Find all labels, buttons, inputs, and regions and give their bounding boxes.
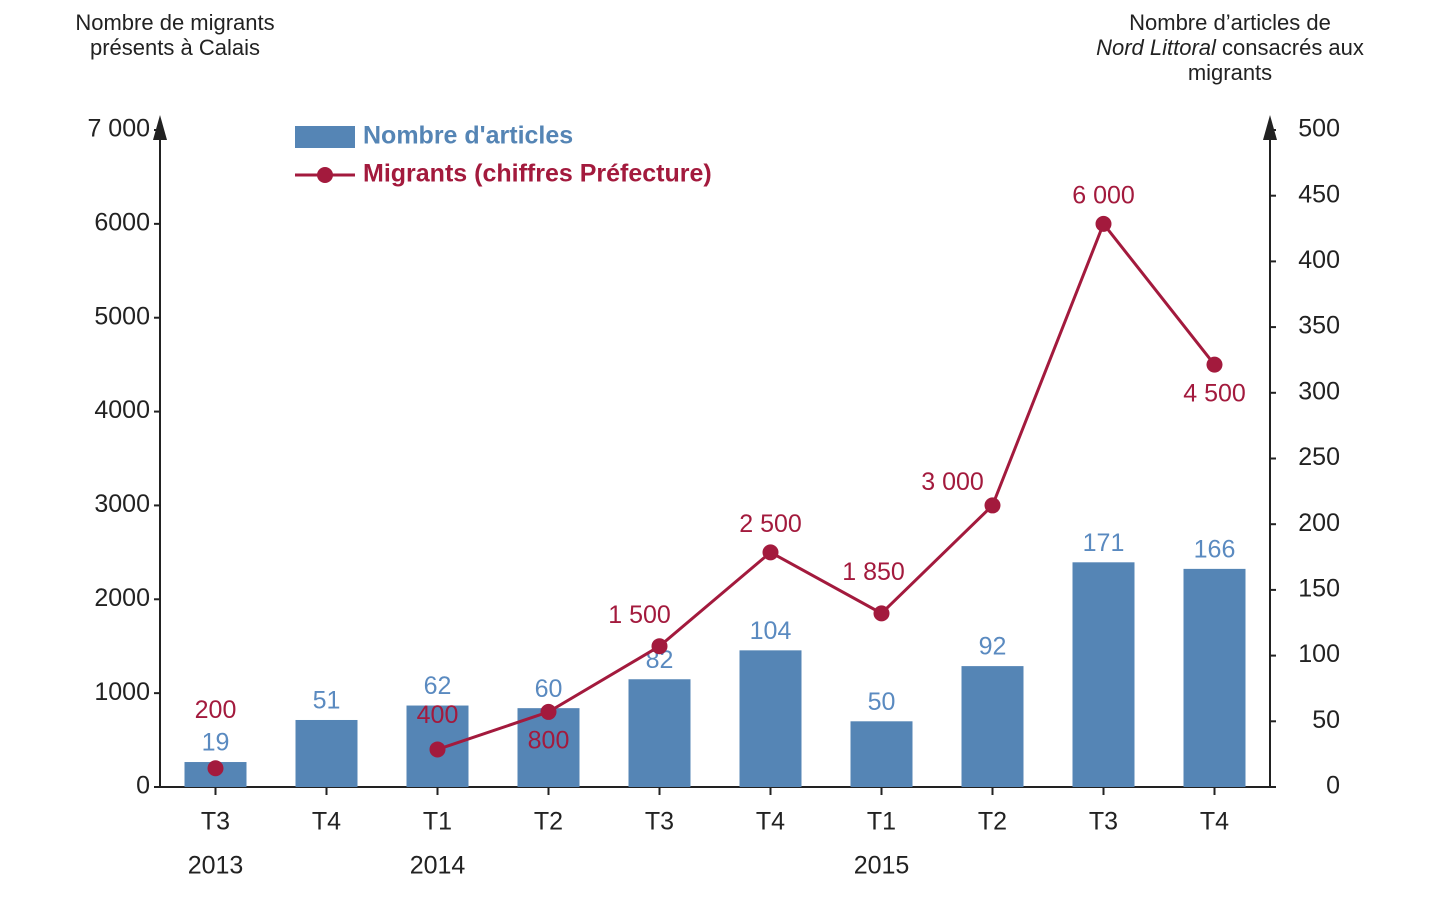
legend-swatch xyxy=(317,167,333,183)
bar xyxy=(739,650,802,787)
year-label: 2015 xyxy=(854,852,910,880)
bar-value-label: 60 xyxy=(535,675,563,703)
line-value-label: 400 xyxy=(417,701,459,729)
bar xyxy=(628,679,691,787)
line-value-label: 2 500 xyxy=(739,510,802,538)
y2-tick-label: 300 xyxy=(1298,377,1340,405)
line xyxy=(437,220,1216,751)
y2-tick-label: 400 xyxy=(1298,246,1340,274)
line-marker xyxy=(540,703,557,720)
line-marker xyxy=(651,638,668,655)
y-tick-label: 7 000 xyxy=(87,115,150,143)
line-value-label: 1 850 xyxy=(842,558,905,586)
x-tick-label: T1 xyxy=(423,808,452,836)
bar-value-label: 62 xyxy=(424,672,452,700)
x-tick-label: T4 xyxy=(1200,808,1229,836)
line-value-label: 3 000 xyxy=(921,468,984,496)
y2-axis-arrow xyxy=(1263,115,1277,140)
y2-title-part: Nombre d’articles de xyxy=(1129,10,1331,35)
y-tick-label: 1000 xyxy=(94,678,150,706)
line-marker xyxy=(207,760,224,777)
line-marker xyxy=(429,741,446,758)
x-tick-label: T4 xyxy=(312,808,341,836)
bar xyxy=(1072,562,1135,787)
y2-tick-label: 500 xyxy=(1298,115,1340,143)
y2-tick-label: 100 xyxy=(1298,640,1340,668)
bar-value-label: 92 xyxy=(979,633,1007,661)
bar xyxy=(1183,568,1246,787)
line-marker xyxy=(984,497,1001,514)
y2-tick-label: 350 xyxy=(1298,312,1340,340)
bar xyxy=(295,719,358,787)
x-tick-label: T3 xyxy=(645,808,674,836)
line-value-label: 1 500 xyxy=(608,601,671,629)
line-marker xyxy=(1095,215,1112,232)
y-axis-title: Nombre de migrants présents à Calais xyxy=(75,10,275,60)
y2-tick-label: 50 xyxy=(1312,706,1340,734)
y2-title-part: consacrés aux migrants xyxy=(1187,35,1364,85)
y-tick-label: 3000 xyxy=(94,490,150,518)
y2-tick-label: 0 xyxy=(1326,772,1340,800)
bar-value-label: 166 xyxy=(1194,535,1236,563)
bar-value-label: 19 xyxy=(202,729,230,757)
year-label: 2013 xyxy=(188,852,244,880)
y2-tick-label: 450 xyxy=(1298,180,1340,208)
bar xyxy=(961,666,1024,787)
line-value-label: 4 500 xyxy=(1183,379,1246,407)
legend-swatch xyxy=(295,126,355,148)
bar xyxy=(850,721,913,787)
year-label: 2014 xyxy=(410,852,466,880)
legend-label: Migrants (chiffres Préfecture) xyxy=(363,160,712,188)
bar xyxy=(517,708,580,787)
x-tick-label: T3 xyxy=(201,808,230,836)
y-tick-label: 4000 xyxy=(94,396,150,424)
line-value-label: 6 000 xyxy=(1072,181,1135,209)
y-axis-arrow xyxy=(153,115,167,140)
y-tick-label: 5000 xyxy=(94,302,150,330)
line-value-label: 200 xyxy=(195,696,237,724)
bar-value-label: 51 xyxy=(313,687,341,715)
bar-value-label: 104 xyxy=(750,617,792,645)
y-tick-label: 6000 xyxy=(94,208,150,236)
y2-title-part: Nord Littoral xyxy=(1096,35,1216,60)
x-tick-label: T2 xyxy=(978,808,1007,836)
y2-axis-title: Nombre d’articles de Nord Littoral consa… xyxy=(1090,10,1370,85)
legend-label: Nombre d'articles xyxy=(363,122,573,150)
y2-tick-label: 250 xyxy=(1298,443,1340,471)
bar-value-label: 171 xyxy=(1083,529,1125,557)
x-tick-label: T1 xyxy=(867,808,896,836)
x-tick-label: T4 xyxy=(756,808,785,836)
x-tick-label: T3 xyxy=(1089,808,1118,836)
x-tick-label: T2 xyxy=(534,808,563,836)
y2-tick-label: 150 xyxy=(1298,575,1340,603)
line-marker xyxy=(1206,356,1223,373)
y-tick-label: 0 xyxy=(136,772,150,800)
bar-value-label: 50 xyxy=(868,688,896,716)
y-tick-label: 2000 xyxy=(94,584,150,612)
line-value-label: 800 xyxy=(528,727,570,755)
line-marker xyxy=(873,605,890,622)
y2-tick-label: 200 xyxy=(1298,509,1340,537)
line-marker xyxy=(762,544,779,561)
